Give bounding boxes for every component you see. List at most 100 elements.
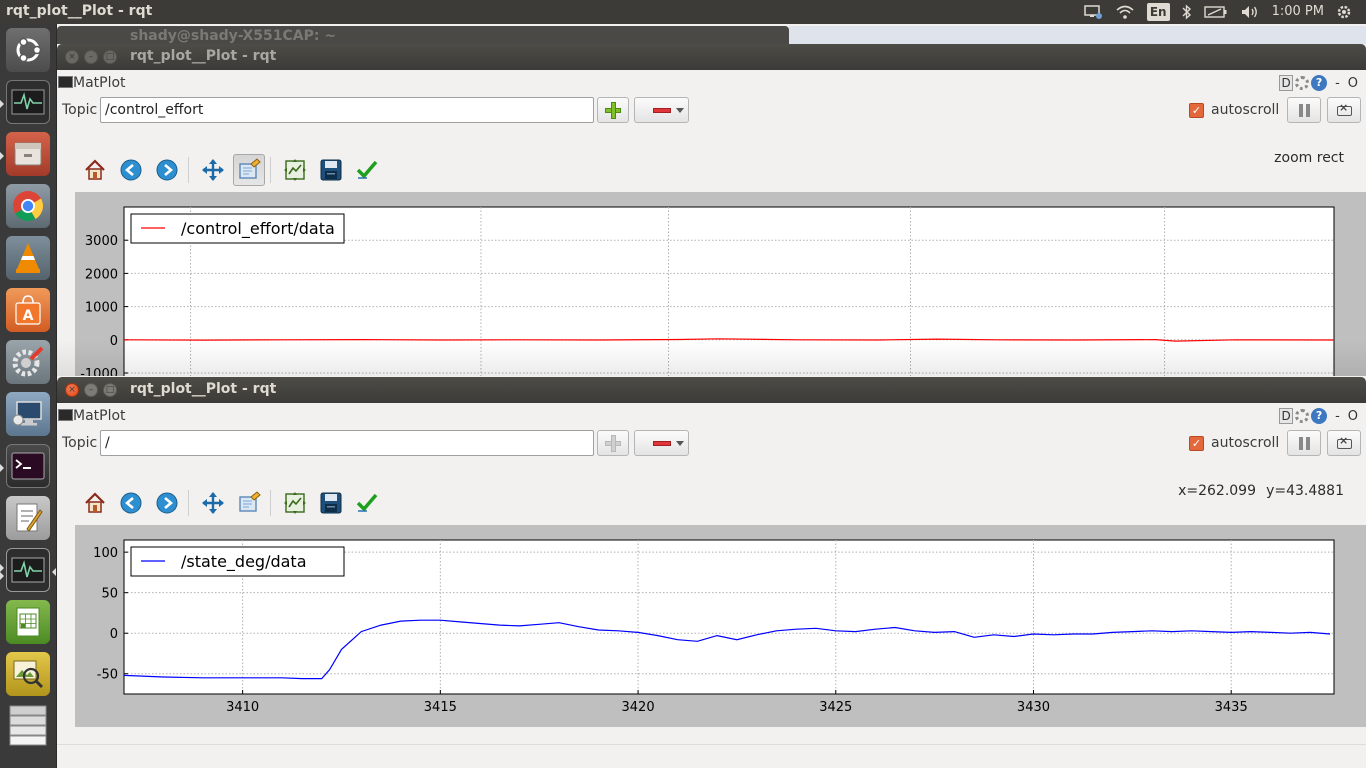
image-viewer-icon[interactable] [6,652,50,696]
close-window-button[interactable]: × [65,383,79,397]
forward-icon[interactable] [151,487,183,519]
autoscroll-toggle[interactable]: ✓ autoscroll [1189,435,1279,451]
pan-icon[interactable] [197,487,229,519]
autoscroll-label: autoscroll [1211,102,1279,118]
ubuntu-dash-icon[interactable] [6,28,50,72]
pan-icon[interactable] [197,154,229,186]
minimize-window-button[interactable]: – [84,383,98,397]
edit-curves-icon[interactable] [351,154,383,186]
plugin-settings-gear-icon[interactable] [1295,76,1309,90]
window-titlebar[interactable]: × – □ rqt_plot__Plot - rqt [57,377,1366,403]
rqt-plot-icon[interactable] [6,548,50,592]
system-tray: En 1:00 PM [1083,2,1352,22]
x-tick-label: 3430 [1017,700,1050,715]
software-center-icon[interactable]: A [6,288,50,332]
autoscroll-toggle[interactable]: ✓ autoscroll [1189,102,1279,118]
wifi-icon[interactable] [1115,4,1135,20]
pause-button[interactable] [1287,97,1321,123]
home-icon[interactable] [79,487,111,519]
clear-button[interactable]: × [1327,430,1361,456]
status-bar [57,744,1366,768]
topic-label: Topic [62,435,97,451]
maximize-window-button[interactable]: □ [103,50,117,64]
help-icon[interactable]: ? [1311,408,1327,424]
x-tick-label: 3420 [622,700,655,715]
add-topic-button[interactable] [597,430,629,456]
workspace-switcher-icon[interactable] [6,704,50,748]
matplot-plugin-icon [58,76,73,88]
plugin-minimize-button[interactable]: - [1335,409,1340,424]
x-tick-label: 3435 [1215,700,1248,715]
minimize-window-button[interactable]: – [84,50,98,64]
clear-button[interactable]: × [1327,97,1361,123]
plugin-close-button[interactable]: O [1348,409,1358,424]
zoom-rect-icon[interactable] [233,154,265,186]
pause-button[interactable] [1287,430,1321,456]
keyboard-layout-indicator[interactable]: En [1147,3,1170,21]
battery-icon[interactable] [1204,5,1228,19]
window-shadow [57,340,1366,376]
network-display-icon[interactable] [1083,4,1103,20]
system-settings-icon[interactable] [6,340,50,384]
system-monitor-icon[interactable] [6,80,50,124]
plugin-controls: D ? - O [1279,75,1358,91]
bluetooth-icon[interactable] [1182,4,1192,20]
remove-topic-dropdown[interactable] [634,97,689,123]
remove-topic-dropdown[interactable] [634,430,689,456]
maximize-window-button[interactable]: □ [103,383,117,397]
files-icon[interactable] [6,132,50,176]
plot-canvas[interactable]: 100 50 0 -50 3410 3415 3420 3425 3430 3435/state_… [75,525,1366,727]
topic-row: Topic ✓ autoscroll × [57,429,1366,459]
close-window-button[interactable]: × [65,50,79,64]
background-terminal-window[interactable]: shady@shady-X551CAP: ~ [57,26,789,46]
plugin-label: MatPlot [73,75,126,91]
zoom-rect-icon[interactable] [233,487,265,519]
topic-input[interactable] [100,97,594,123]
y-tick-label: 100 [93,546,118,561]
y-tick-label: 2000 [85,267,118,282]
dock-toggle-button[interactable]: D [1279,408,1293,424]
settings-gear-icon[interactable] [1336,4,1352,20]
save-icon[interactable] [315,487,347,519]
top-panel: rqt_plot__Plot - rqt En 1:00 PM [0,0,1366,24]
cursor-x-readout: x=262.099 [1178,483,1256,499]
window-title: rqt_plot__Plot - rqt [130,48,276,64]
configure-subplots-icon[interactable] [279,487,311,519]
plugin-minimize-button[interactable]: - [1335,76,1340,91]
window-titlebar[interactable]: × – □ rqt_plot__Plot - rqt [57,44,1366,70]
rqt-window-state-deg: × – □ rqt_plot__Plot - rqt MatPlot D ? -… [57,377,1366,768]
legend: /control_effort/data [131,214,344,243]
chrome-icon[interactable] [6,184,50,228]
back-icon[interactable] [115,154,147,186]
terminal-icon[interactable] [6,444,50,488]
topic-row: Topic ✓ autoscroll × [57,96,1366,126]
desktop-background [789,26,1366,46]
topic-input[interactable] [100,430,594,456]
help-icon[interactable]: ? [1311,75,1327,91]
plugin-settings-gear-icon[interactable] [1295,409,1309,423]
text-editor-icon[interactable] [6,496,50,540]
volume-icon[interactable] [1240,4,1260,20]
state-deg-chart[interactable]: 100 50 0 -50 3410 3415 3420 3425 3430 3435/state_… [75,525,1366,727]
back-icon[interactable] [115,487,147,519]
x-tick-label: 3425 [819,700,852,715]
rqt-window-control-effort: × – □ rqt_plot__Plot - rqt MatPlot D ? -… [57,44,1366,376]
vlc-icon[interactable] [6,236,50,280]
save-icon[interactable] [315,154,347,186]
clock[interactable]: 1:00 PM [1272,2,1324,22]
dock-toggle-button[interactable]: D [1279,75,1293,91]
autoscroll-checkbox[interactable]: ✓ [1189,103,1204,118]
toolbar-separator [270,490,271,516]
home-icon[interactable] [79,154,111,186]
edit-curves-icon[interactable] [351,487,383,519]
toolbar-mode-readout: zoom rect [1274,150,1344,166]
spreadsheet-icon[interactable] [6,600,50,644]
remote-desktop-icon[interactable] [6,392,50,436]
configure-subplots-icon[interactable] [279,154,311,186]
plugin-close-button[interactable]: O [1348,76,1358,91]
y-tick-label: -50 [97,668,118,683]
matplot-plugin-icon [58,409,73,421]
forward-icon[interactable] [151,154,183,186]
add-topic-button[interactable] [597,97,629,123]
autoscroll-checkbox[interactable]: ✓ [1189,436,1204,451]
